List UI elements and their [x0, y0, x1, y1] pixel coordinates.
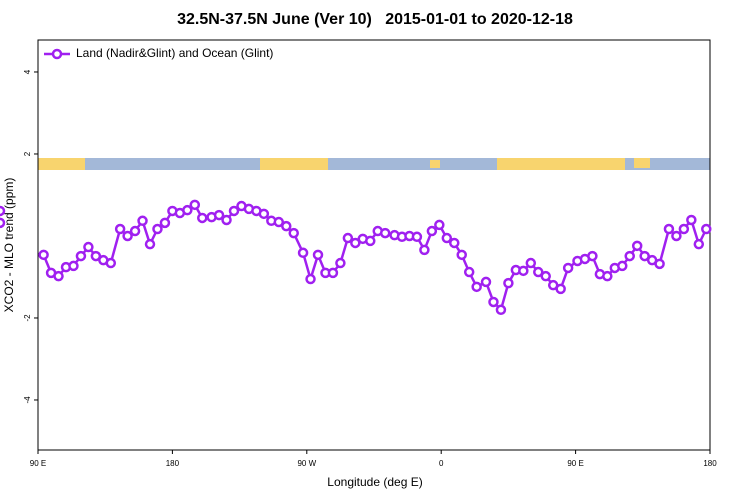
data-point — [350, 237, 361, 249]
data-point — [686, 214, 697, 226]
data-point — [152, 223, 163, 235]
data-point — [258, 208, 270, 220]
data-point — [488, 296, 499, 308]
y-tick-label: 4 — [23, 69, 32, 74]
data-point — [639, 250, 650, 262]
data-point — [540, 270, 551, 282]
plot-frame — [37, 39, 711, 451]
data-point — [159, 217, 171, 229]
data-point — [105, 257, 117, 269]
x-tick-label: 90 W — [297, 459, 316, 468]
data-point — [701, 223, 712, 235]
y-tick-label: -4 — [23, 396, 32, 404]
data-point — [144, 238, 156, 250]
data-point — [693, 238, 705, 250]
data-point — [480, 276, 492, 288]
data-point — [624, 250, 635, 262]
data-point — [419, 244, 430, 256]
y-tick-label: 2 — [23, 151, 32, 156]
data-point — [602, 270, 613, 282]
data-point — [114, 223, 126, 235]
data-point — [297, 247, 309, 259]
legend-label: Land (Nadir&Glint) and Ocean (Glint) — [76, 46, 273, 60]
data-point — [75, 250, 87, 262]
y-axis-label: XCO2 - MLO trend (ppm) — [2, 178, 16, 313]
data-point — [53, 270, 64, 282]
data-point — [68, 260, 79, 272]
data-point — [555, 283, 566, 295]
data-point — [305, 273, 316, 285]
x-tick-label: 90 E — [567, 459, 583, 468]
data-point — [228, 205, 240, 217]
data-point — [327, 267, 339, 279]
data-point — [678, 223, 690, 235]
data-point — [38, 249, 49, 261]
data-point — [456, 249, 467, 261]
data-point — [221, 214, 232, 226]
data-point — [129, 225, 141, 237]
series-line — [42, 202, 708, 313]
data-point — [213, 209, 225, 221]
data-point — [0, 217, 6, 229]
x-tick-label: 0 — [439, 459, 444, 468]
data-point — [137, 215, 148, 227]
data-point — [281, 220, 292, 232]
data-point — [312, 249, 324, 261]
data-point — [182, 204, 193, 216]
data-point — [342, 232, 354, 244]
data-point — [518, 265, 529, 277]
data-point — [495, 304, 507, 316]
data-point — [471, 281, 482, 293]
data-point — [365, 235, 376, 247]
x-axis-label: Longitude (deg E) — [327, 475, 422, 489]
data-point — [0, 205, 6, 217]
legend-marker — [51, 48, 63, 60]
data-point — [525, 257, 537, 269]
land-ocean-strip — [38, 158, 710, 170]
x-tick-label: 180 — [703, 459, 717, 468]
data-point — [335, 257, 346, 269]
data-point — [617, 260, 628, 272]
x-tick-label: 180 — [166, 459, 180, 468]
data-point — [587, 250, 598, 262]
data-point — [288, 227, 299, 239]
data-point — [426, 225, 438, 237]
data-point — [503, 277, 514, 289]
data-point — [663, 223, 675, 235]
data-point — [463, 266, 475, 278]
data-point — [434, 219, 445, 231]
chart-title: 32.5N-37.5N June (Ver 10) 2015-01-01 to … — [177, 11, 573, 28]
data-point — [533, 266, 544, 278]
x-tick-label: 90 E — [30, 459, 46, 468]
data-point — [90, 250, 102, 262]
data-point — [189, 199, 201, 211]
data-point — [654, 258, 665, 270]
data-point — [631, 240, 643, 252]
data-point — [449, 237, 460, 249]
data-point — [379, 227, 391, 239]
data-point — [83, 241, 94, 253]
data-point — [197, 212, 208, 224]
data-point — [411, 231, 423, 243]
data-point — [562, 262, 574, 274]
y-tick-label: -2 — [23, 314, 32, 322]
data-point — [441, 232, 453, 244]
data-point — [122, 230, 133, 242]
data-point — [273, 216, 285, 228]
data-point — [671, 230, 682, 242]
